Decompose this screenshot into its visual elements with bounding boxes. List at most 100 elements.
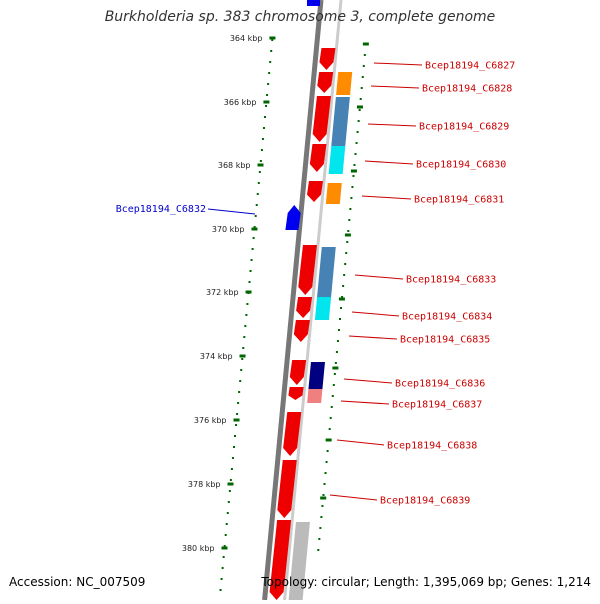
cog-block [288,522,310,600]
gene-arrow-forward[interactable] [277,460,297,518]
gene-arrow-forward[interactable] [289,360,307,385]
gene-label[interactable]: Bcep18194_C6834 [402,312,492,323]
inner-scale-dot [241,358,244,360]
gene-arrow-forward[interactable] [296,297,313,318]
scale-tick-label: 366 kbp [224,98,257,107]
gene-label[interactable]: Bcep18194_C6827 [425,61,515,72]
cog-block [308,362,325,389]
outer-scale-dot [332,384,335,386]
inner-scale-dot [253,226,256,228]
inner-scale-dot [255,204,258,206]
outer-scale-dot [330,406,333,408]
gene-label[interactable]: Bcep18194_C6829 [419,122,509,133]
inner-scale-dot [258,171,261,173]
cog-block [317,247,336,297]
gene-arrow-forward[interactable] [283,412,302,456]
gene-arrow-forward[interactable] [317,72,334,93]
outer-scale-tick [356,105,363,109]
gene-label[interactable]: Bcep18194_C6835 [400,335,490,346]
outer-scale-dot [329,417,332,419]
gene-label-leader [343,378,393,384]
outer-scale-dot [322,494,325,496]
gene-label-leader [373,62,423,66]
scale-tick-label: 364 kbp [230,34,263,43]
inner-scale-dot [226,512,229,514]
outer-scale-dot [348,219,351,221]
outer-scale-dot [362,65,365,67]
outer-scale-dot [358,109,361,111]
scale-tick-label: 378 kbp [188,480,221,489]
outer-scale-dot [339,318,342,320]
scale-tick [233,418,240,422]
outer-scale-dot [335,351,338,353]
outer-scale-dot [318,538,321,540]
gene-arrow-forward[interactable] [288,387,304,400]
inner-scale-dot [225,523,228,525]
outer-scale-dot [341,296,344,298]
gene-label[interactable]: Bcep18194_C6839 [380,496,470,507]
gene-arrow-forward[interactable] [319,48,336,70]
scale-tick [221,546,228,550]
gene-label[interactable]: Bcep18194_C6828 [422,84,512,95]
outer-scale-dot [321,505,324,507]
gene-label-leader [364,160,414,165]
backbone-line [262,0,324,601]
inner-scale-dot [243,336,246,338]
cog-block [336,72,353,95]
gene-arrow-forward[interactable] [309,144,327,172]
gene-label-leader [370,85,420,89]
inner-scale-dot [264,116,267,118]
gene-arrow-forward[interactable] [269,520,292,600]
accession-label: Accession: NC_007509 [9,575,146,589]
inner-scale-dot [246,303,249,305]
gene-arrow-forward[interactable] [312,96,331,142]
outer-scale-dot [337,329,340,331]
outer-scale-dot [317,549,320,551]
outer-scale-tick [332,366,339,370]
outer-scale-tick [362,42,369,46]
outer-scale-dot [363,54,366,56]
scale-tick-label: 380 kbp [182,544,215,553]
inner-scale-dot [229,479,232,481]
inner-scale-dot [271,39,274,41]
inner-scale-dot [249,270,252,272]
inner-scale-dot [240,369,243,371]
gene-label[interactable]: Bcep18194_C6830 [416,160,506,171]
inner-scale-dot [259,160,262,162]
gene-label[interactable]: Bcep18194_C6836 [395,379,485,390]
outer-scale-dot [351,186,354,188]
gene-arrow-reverse[interactable] [307,0,320,6]
inner-scale-dot [256,193,259,195]
gene-arrow-forward[interactable] [293,320,310,342]
inner-scale-dot [262,127,265,129]
inner-scale-dot [222,556,225,558]
gene-label-leader [354,274,404,280]
gene-label-leader [348,335,398,340]
gene-arrow-forward[interactable] [307,181,323,202]
gene-label[interactable]: Bcep18194_C6831 [414,195,504,206]
gene-label[interactable]: Bcep18194_C6833 [406,275,496,286]
gene-label[interactable]: Bcep18194_C6838 [387,441,477,452]
outer-scale-dot [326,450,329,452]
outer-scale-dot [324,472,327,474]
outer-scale-dot [342,285,345,287]
gene-arrow-forward[interactable] [298,245,317,295]
outer-scale-dot [349,208,352,210]
outer-scale-dot [325,461,328,463]
outer-scale-dot [345,252,348,254]
gene-label[interactable]: Bcep18194_C6837 [392,400,482,411]
outer-scale-dot [352,175,355,177]
outer-scale-tick [350,169,357,173]
outer-scale-dot [333,373,336,375]
outer-scale-tick [320,496,327,500]
gene-arrow-reverse[interactable] [285,205,301,230]
outer-scale-dot [357,120,360,122]
inner-scale-dot [232,446,235,448]
gene-label[interactable]: Bcep18194_C6832 [116,204,206,215]
cog-block [307,389,323,403]
outer-scale-dot [346,241,349,243]
scale-tick [239,354,246,358]
scale-tick [245,290,252,294]
